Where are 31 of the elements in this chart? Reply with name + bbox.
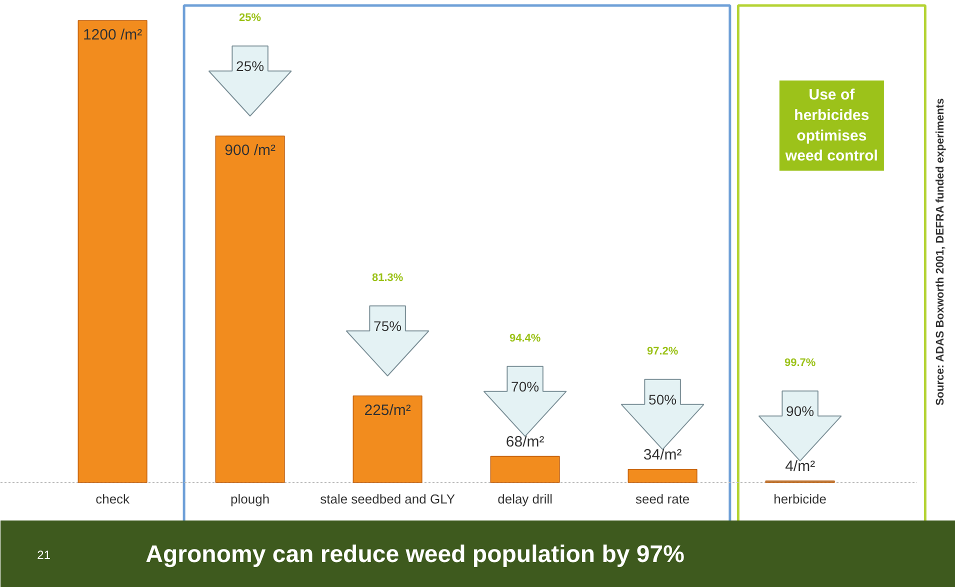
bar	[628, 469, 698, 483]
bar	[352, 395, 422, 483]
annotation: 70%	[511, 378, 540, 394]
annotation: 97.2%	[646, 345, 678, 358]
annotation: 94.4%	[509, 332, 541, 344]
bar	[490, 456, 560, 483]
annotation: 50%	[648, 391, 677, 408]
annotation: 75%	[374, 318, 402, 334]
x-tick-label: seed rate	[635, 492, 690, 506]
bar	[78, 20, 148, 483]
annotation: 25%	[239, 12, 262, 24]
x-tick-label: delay drill	[498, 492, 553, 506]
x-tick-label: check	[96, 492, 130, 506]
data-label: 34/m²	[643, 446, 682, 464]
annotation: 90%	[786, 402, 814, 419]
data-label: 4/m²	[785, 458, 816, 475]
data-label: 225/m²	[364, 402, 411, 419]
annotation: 81.3%	[372, 272, 404, 284]
data-label: 1200 /m²	[82, 26, 142, 44]
text: 21	[37, 548, 51, 562]
annotation: 25%	[236, 58, 264, 74]
bar	[215, 136, 285, 483]
data-label: 68/m²	[506, 433, 544, 450]
x-tick-label: stale seedbed and GLY	[320, 492, 456, 506]
annotation: Use of herbicides optimises weed control	[784, 86, 878, 165]
x-tick-label: plough	[230, 492, 270, 506]
source-note: Source: ADAS Boxworth 2001, DEFRA funded experiments	[934, 98, 946, 406]
text: Agronomy can reduce weed population by 97%	[146, 541, 684, 568]
data-label: 900 /m²	[224, 142, 276, 159]
annotation: 99.7%	[784, 356, 816, 369]
x-tick-label: herbicide	[774, 492, 826, 506]
